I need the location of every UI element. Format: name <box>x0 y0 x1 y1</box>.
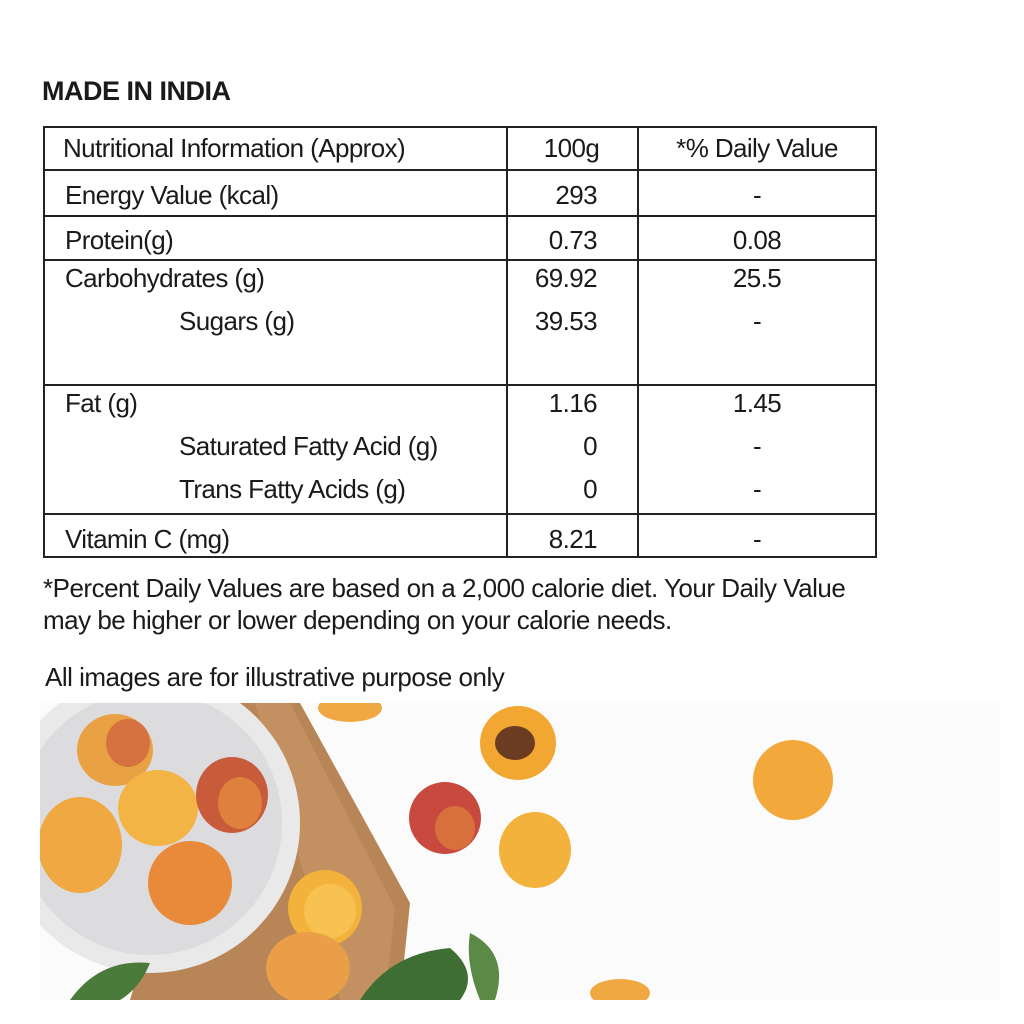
cell-label: Fat (g) <box>65 388 138 418</box>
column-divider <box>637 128 639 556</box>
cell-amount: 293 <box>555 180 597 210</box>
heading: MADE IN INDIA <box>42 76 231 106</box>
nutrition-table: Nutritional Information (Approx) 100g *% D… <box>43 126 877 558</box>
cell-amount: 8.21 <box>548 523 598 554</box>
cell-daily-value: - <box>752 474 762 504</box>
cell-daily-value: 25.5 <box>732 263 782 293</box>
cell-label: Saturated Fatty Acid (g) <box>179 431 438 461</box>
cell-amount: 0.73 <box>548 225 598 255</box>
cell-amount: 69.92 <box>534 263 598 293</box>
cell-daily-value: 1.45 <box>732 388 782 418</box>
header-cell: *% Daily Value <box>676 133 838 163</box>
disclaimer: All images are for illustrative purpose … <box>45 662 505 692</box>
row-divider <box>45 215 875 217</box>
cell-label: Protein(g) <box>65 225 174 255</box>
apricot-photo <box>40 703 1000 1000</box>
cell-daily-value: - <box>752 431 762 461</box>
cell-label: Carbohydrates (g) <box>65 263 265 293</box>
header-cell: Nutritional Information (Approx) <box>63 133 406 163</box>
footnote: *Percent Daily Values are based on a 2,0… <box>43 573 846 635</box>
row-divider <box>45 384 875 386</box>
cell-amount: 0 <box>583 474 597 504</box>
row-divider <box>45 259 875 261</box>
cell-label: Energy Value (kcal) <box>65 180 279 210</box>
column-divider <box>506 128 508 556</box>
cell-label: Vitamin C (mg) <box>65 523 230 554</box>
cell-label: Trans Fatty Acids (g) <box>179 474 406 504</box>
cell-amount: 1.16 <box>548 388 598 418</box>
row-divider <box>45 513 875 515</box>
header-cell: 100g <box>543 133 600 163</box>
cell-amount: 39.53 <box>534 306 598 336</box>
cell-daily-value: - <box>752 523 762 554</box>
cell-daily-value: - <box>752 180 762 210</box>
cell-label: Sugars (g) <box>179 306 295 336</box>
cell-daily-value: 0.08 <box>732 225 782 255</box>
cell-amount: 0 <box>583 431 597 461</box>
row-divider <box>45 169 875 171</box>
cell-daily-value: - <box>752 306 762 336</box>
